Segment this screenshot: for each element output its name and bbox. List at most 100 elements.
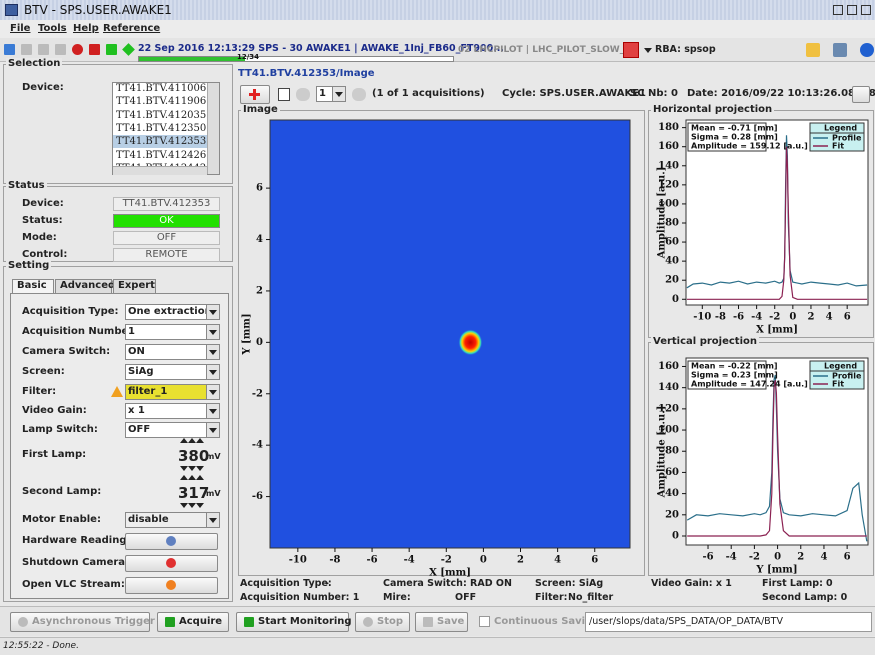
field-label: Screen:: [22, 366, 65, 378]
toolbar-icon[interactable]: [72, 44, 83, 55]
menu-item[interactable]: Help: [73, 23, 99, 35]
action-icon: [166, 558, 176, 568]
toolbar-icon[interactable]: [833, 43, 847, 57]
button-label[interactable]: Start Monitoring: [258, 616, 352, 628]
increment-arrow[interactable]: [196, 475, 204, 480]
status-value: OK: [113, 215, 220, 227]
toolbar-icon[interactable]: [89, 44, 100, 55]
decrement-arrow[interactable]: [196, 466, 204, 471]
increment-arrow[interactable]: [196, 438, 204, 443]
progress-text: 12/34: [237, 54, 259, 61]
next-button[interactable]: [352, 88, 366, 101]
button-label[interactable]: Acquire: [179, 616, 222, 628]
arrow-down: [335, 92, 343, 97]
tab-label[interactable]: Advanced: [60, 280, 115, 292]
combo-value[interactable]: x 1: [128, 405, 145, 417]
stop-icon[interactable]: [623, 42, 639, 58]
decrement-arrow[interactable]: [188, 466, 196, 471]
info-text: -: [325, 578, 329, 590]
group-title: Image: [241, 104, 280, 116]
field-label: Open VLC Stream:: [22, 579, 125, 591]
prev-button[interactable]: [296, 88, 310, 101]
button-label[interactable]: Asynchronous Trigger: [32, 616, 155, 628]
button-label[interactable]: Stop: [377, 616, 403, 628]
group-title: Selection: [6, 58, 62, 70]
list-scrollbar[interactable]: [207, 83, 219, 174]
field-label: Filter:: [22, 386, 56, 398]
field-label: Hardware Reading:: [22, 535, 130, 547]
increment-arrow[interactable]: [180, 438, 188, 443]
list-item[interactable]: TT41.BTV.412350: [116, 123, 206, 135]
auto-range-checkbox[interactable]: [482, 123, 493, 134]
checkbox[interactable]: [479, 616, 490, 627]
info-text: Filter:: [535, 592, 567, 604]
list-item[interactable]: TT41.BTV.412035: [116, 110, 206, 122]
increment-arrow[interactable]: [188, 475, 196, 480]
list-item[interactable]: TT41.BTV.411906: [116, 96, 206, 108]
button-label[interactable]: Save: [437, 616, 464, 628]
increment-arrow[interactable]: [188, 438, 196, 443]
info-text: OFF: [455, 592, 476, 604]
combo-value[interactable]: One extraction: [128, 306, 212, 318]
menu-item[interactable]: Tools: [38, 23, 67, 35]
window-control[interactable]: [847, 5, 857, 15]
horizontal-scrollbar[interactable]: [113, 166, 207, 175]
info-text: Second Lamp: 0: [762, 592, 847, 604]
field-label: Video Gain:: [22, 405, 87, 417]
info-text: First Lamp:: [762, 578, 823, 590]
group-title: Vertical projection: [651, 336, 759, 348]
field-label: Status:: [22, 215, 63, 227]
toolbar-icon[interactable]: [21, 44, 32, 55]
info-text: Video Gain: x 1: [651, 578, 732, 590]
field-label: Second Lamp:: [22, 486, 101, 498]
arrow-down: [644, 48, 652, 53]
combo-value[interactable]: filter_1: [128, 386, 167, 398]
window-title: BTV - SPS.USER.AWAKE1: [24, 4, 172, 16]
toolbar-icon[interactable]: [860, 43, 874, 57]
acquisition-date: Date: 2016/09/22 10:13:26.089484: [687, 88, 875, 100]
menu-item[interactable]: Reference: [103, 23, 160, 35]
combo-value[interactable]: 1: [128, 326, 135, 338]
window-control[interactable]: [861, 5, 871, 15]
detach-icon[interactable]: [852, 86, 870, 103]
combo-value[interactable]: Rainbow: [313, 123, 361, 135]
button-icon: [244, 617, 254, 627]
toolbar-icon[interactable]: [38, 44, 49, 55]
decrement-arrow[interactable]: [196, 503, 204, 508]
toolbar-icon[interactable]: [4, 44, 15, 55]
save-icon[interactable]: [278, 88, 290, 101]
list-item[interactable]: TT41.BTV.412426: [116, 150, 206, 162]
decrement-arrow[interactable]: [180, 503, 188, 508]
list-item[interactable]: TT41.BTV.412353: [116, 136, 206, 148]
toolbar-icon[interactable]: [106, 44, 117, 55]
application-window: BTV - SPS.USER.AWAKE1 File Tools Help Refere…: [0, 0, 875, 655]
field-label: Acquisition Type:: [22, 306, 119, 318]
add-icon-v: [253, 89, 256, 100]
info-text: Acquisition Type:: [240, 578, 332, 590]
vertical-projection-panel: [648, 342, 874, 576]
decrement-arrow[interactable]: [188, 503, 196, 508]
combo-value[interactable]: ON: [128, 346, 145, 358]
combo-value[interactable]: OFF: [128, 424, 150, 436]
warning-icon: [111, 386, 123, 397]
combo-value[interactable]: disable: [128, 514, 169, 526]
horizontal-projection-panel: [648, 110, 874, 338]
lamp-value: 380: [178, 449, 209, 463]
window-control[interactable]: [833, 5, 843, 15]
combo-value[interactable]: SiAg: [128, 366, 154, 378]
menu-item[interactable]: File: [10, 23, 30, 35]
toolbar-icon[interactable]: [806, 43, 820, 57]
tab-label[interactable]: Expert: [118, 280, 155, 292]
combo-value[interactable]: 1: [319, 88, 326, 100]
checkbox-label[interactable]: Continuous Saving: [494, 616, 599, 628]
list-item[interactable]: TT41.BTV.411006: [116, 83, 206, 95]
group-title: Status: [6, 180, 47, 192]
toolbar-icon[interactable]: [55, 44, 66, 55]
progress-fill: [139, 57, 245, 61]
tab-label[interactable]: Basic: [17, 280, 47, 292]
decrement-arrow[interactable]: [180, 466, 188, 471]
lamp-value: 317: [178, 486, 209, 500]
increment-arrow[interactable]: [180, 475, 188, 480]
info-text: No_filter: [568, 592, 613, 604]
info-text: 0: [826, 578, 833, 590]
